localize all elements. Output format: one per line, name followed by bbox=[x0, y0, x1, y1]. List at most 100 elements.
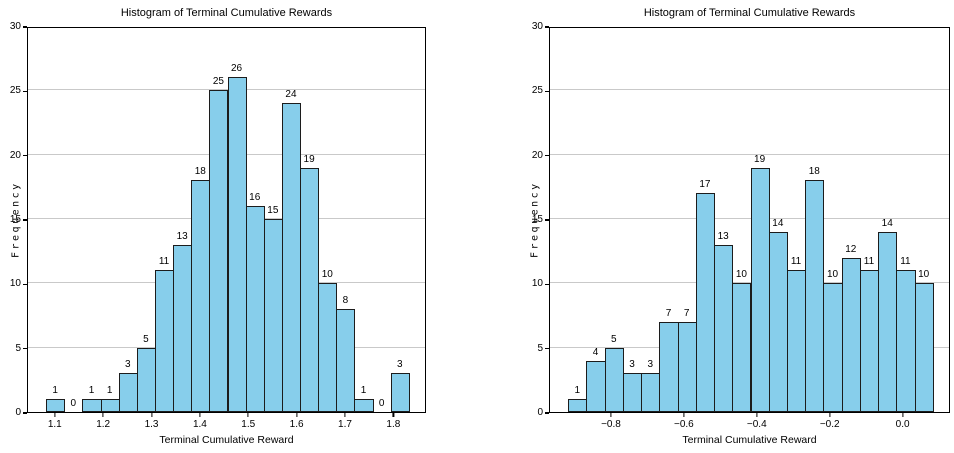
y-tick-mark bbox=[23, 26, 27, 28]
histogram-bar bbox=[659, 321, 679, 412]
histogram-bar bbox=[263, 219, 283, 412]
bar-value-label: 3 bbox=[647, 359, 654, 371]
x-tick-label: −0.4 bbox=[746, 419, 767, 430]
histogram-bar bbox=[154, 270, 175, 412]
histogram-bar bbox=[136, 347, 156, 412]
x-tick-label: −0.2 bbox=[819, 419, 840, 430]
x-tick-mark bbox=[150, 413, 153, 417]
bar-value-label: 25 bbox=[212, 76, 224, 88]
bar-value-label: 1 bbox=[360, 385, 367, 397]
x-tick-mark bbox=[296, 413, 298, 417]
y-tick-mark bbox=[545, 283, 549, 285]
x-axis-label: Terminal Cumulative Reward bbox=[159, 434, 294, 446]
y-tick-mark bbox=[23, 412, 27, 414]
histogram-bar bbox=[568, 399, 588, 412]
y-tick-label: 25 bbox=[9, 85, 21, 97]
histogram-bar bbox=[914, 283, 934, 412]
x-tick-mark bbox=[829, 413, 831, 417]
bar-value-label: 17 bbox=[699, 179, 711, 191]
plot-area: 1 0 1 1 3 5 11 13 18 25 26 16 15 24 19 10 8 1 0 3 bbox=[27, 27, 426, 413]
x-tick-mark bbox=[610, 413, 612, 417]
y-tick-label: 15 bbox=[9, 214, 21, 225]
bar-value-label: 4 bbox=[592, 346, 599, 358]
y-tick-mark bbox=[545, 26, 549, 28]
histogram-bar bbox=[604, 347, 624, 412]
bar-value-label: 3 bbox=[397, 359, 403, 371]
y-tick-label: 5 bbox=[15, 342, 21, 354]
x-tick-mark bbox=[247, 413, 249, 417]
bar-value-label: 7 bbox=[665, 307, 672, 319]
bar-value-label: 18 bbox=[194, 166, 206, 178]
y-tick-label: 30 bbox=[531, 21, 543, 32]
histogram-bar bbox=[300, 167, 320, 412]
bar-value-label: 5 bbox=[611, 333, 617, 345]
histogram-bar bbox=[823, 283, 843, 412]
histogram-bar bbox=[878, 231, 898, 412]
y-tick-mark bbox=[545, 90, 549, 92]
histogram-bar bbox=[586, 360, 606, 412]
x-tick-label: 1.2 bbox=[96, 419, 111, 430]
chart-title: Histogram of Terminal Cumulative Rewards bbox=[643, 7, 856, 19]
bar-value-label: 11 bbox=[790, 256, 802, 268]
histogram-bar bbox=[677, 321, 697, 412]
histogram-bar bbox=[245, 206, 265, 412]
y-tick-mark bbox=[23, 155, 27, 157]
x-tick-label: 1.8 bbox=[386, 419, 401, 430]
bar-value-label: 14 bbox=[881, 217, 893, 229]
y-gridline bbox=[550, 282, 949, 284]
y-tick-mark bbox=[545, 219, 549, 221]
bar-value-label: 19 bbox=[303, 153, 315, 165]
histogram-bar bbox=[896, 270, 916, 412]
bar-value-label: 0 bbox=[378, 398, 385, 409]
histogram-bar bbox=[227, 77, 247, 412]
bar-value-label: 13 bbox=[176, 230, 188, 242]
bar-value-label: 11 bbox=[863, 256, 875, 268]
y-tick-label: 0 bbox=[537, 407, 543, 418]
bar-value-label: 3 bbox=[629, 359, 635, 371]
y-gridline bbox=[28, 89, 425, 91]
histogram-bar bbox=[318, 283, 338, 412]
x-tick-label: 1.6 bbox=[289, 419, 304, 430]
histogram-bar bbox=[714, 244, 734, 412]
bar-value-label: 1 bbox=[106, 385, 113, 397]
y-tick-label: 30 bbox=[9, 21, 21, 32]
bar-value-label: 12 bbox=[845, 243, 857, 255]
x-tick-label: 1.1 bbox=[47, 419, 62, 430]
x-tick-label: 0.0 bbox=[895, 419, 910, 430]
histogram-bar bbox=[750, 167, 770, 412]
y-tick-mark bbox=[23, 219, 27, 221]
bar-value-label: 19 bbox=[754, 153, 766, 165]
y-tick-label: 10 bbox=[531, 278, 543, 290]
y-tick-label: 20 bbox=[531, 149, 543, 161]
histogram-bar bbox=[641, 373, 661, 412]
histogram-bar bbox=[786, 270, 807, 412]
y-tick-label: 10 bbox=[9, 278, 21, 290]
y-tick-label: 0 bbox=[15, 407, 21, 418]
bar-value-label: 11 bbox=[900, 256, 911, 268]
x-tick-mark bbox=[756, 413, 758, 417]
x-tick-label: −0.6 bbox=[674, 419, 694, 430]
chart-title: Histogram of Terminal Cumulative Rewards bbox=[120, 7, 333, 19]
y-tick-label: 15 bbox=[531, 214, 543, 225]
bar-value-label: 18 bbox=[808, 166, 820, 178]
x-tick-mark bbox=[902, 413, 904, 417]
histogram-bar bbox=[118, 373, 138, 412]
x-tick-mark bbox=[683, 413, 685, 417]
histogram-left: Histogram of Terminal Cumulative Rewards… bbox=[9, 7, 426, 446]
histogram-bar bbox=[173, 244, 193, 412]
bar-value-label: 3 bbox=[124, 359, 131, 371]
x-tick-label: 1.5 bbox=[241, 419, 256, 430]
x-tick-label: −0.8 bbox=[601, 419, 621, 430]
y-tick-mark bbox=[545, 412, 549, 414]
bar-value-label: 10 bbox=[918, 269, 930, 281]
histogram-bar bbox=[805, 180, 825, 412]
histogram-right: Histogram of Terminal Cumulative Rewards… bbox=[477, 0, 954, 453]
y-gridline bbox=[550, 89, 949, 91]
x-tick-mark bbox=[54, 413, 56, 417]
y-tick-mark bbox=[545, 155, 549, 157]
histogram-bar bbox=[100, 399, 120, 412]
bar-value-label: 1 bbox=[88, 385, 95, 397]
y-tick-mark bbox=[23, 283, 27, 285]
bar-value-label: 10 bbox=[321, 269, 333, 281]
